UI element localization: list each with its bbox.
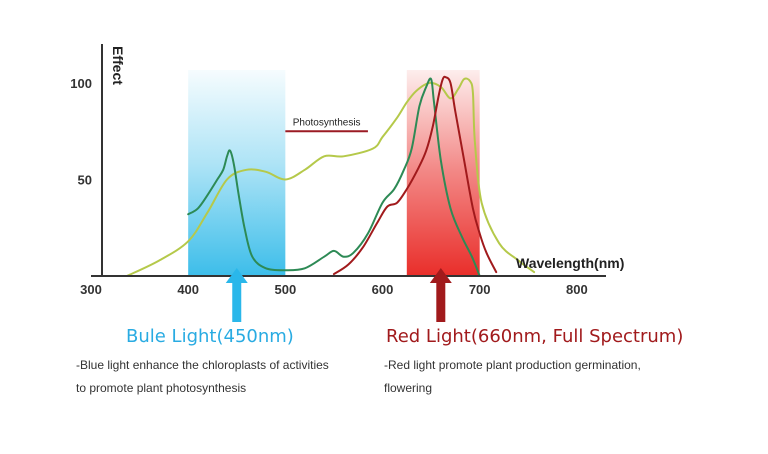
spectrum-curve-3 xyxy=(332,75,498,276)
x-axis-label: Wavelength(nm) xyxy=(516,255,624,271)
blue-arrow-icon xyxy=(225,268,248,322)
y-axis-label: Effect xyxy=(110,46,126,85)
x-tick-label: 400 xyxy=(177,282,199,297)
red-light-description: -Red light promote plant production germ… xyxy=(384,354,684,400)
blue-desc-line-1: -Blue light enhance the chloroplasts of … xyxy=(76,358,329,372)
blue-light-description: -Blue light enhance the chloroplasts of … xyxy=(76,354,376,400)
red-desc-line-1: -Red light promote plant production germ… xyxy=(384,358,641,372)
y-tick-label: 100 xyxy=(70,76,92,91)
x-tick-label: 500 xyxy=(274,282,296,297)
y-tick-label: 50 xyxy=(78,173,92,188)
red-desc-line-2: flowering xyxy=(384,381,433,395)
x-tick-label: 300 xyxy=(80,282,102,297)
red-light-title: Red Light(660nm, Full Spectrum) xyxy=(386,326,684,347)
blue-desc-line-2: to promote plant photosynthesis xyxy=(76,381,247,395)
x-tick-label: 600 xyxy=(372,282,394,297)
x-tick-label: 800 xyxy=(566,282,588,297)
spectrum-curve-1 xyxy=(125,77,536,277)
blue-light-title: Bule Light(450nm) xyxy=(126,326,294,347)
x-tick-label: 700 xyxy=(469,282,491,297)
red-arrow-icon xyxy=(429,268,452,322)
spectrum-curve-2 xyxy=(187,77,481,277)
photosynthesis-label: Photosynthesis xyxy=(293,117,361,128)
